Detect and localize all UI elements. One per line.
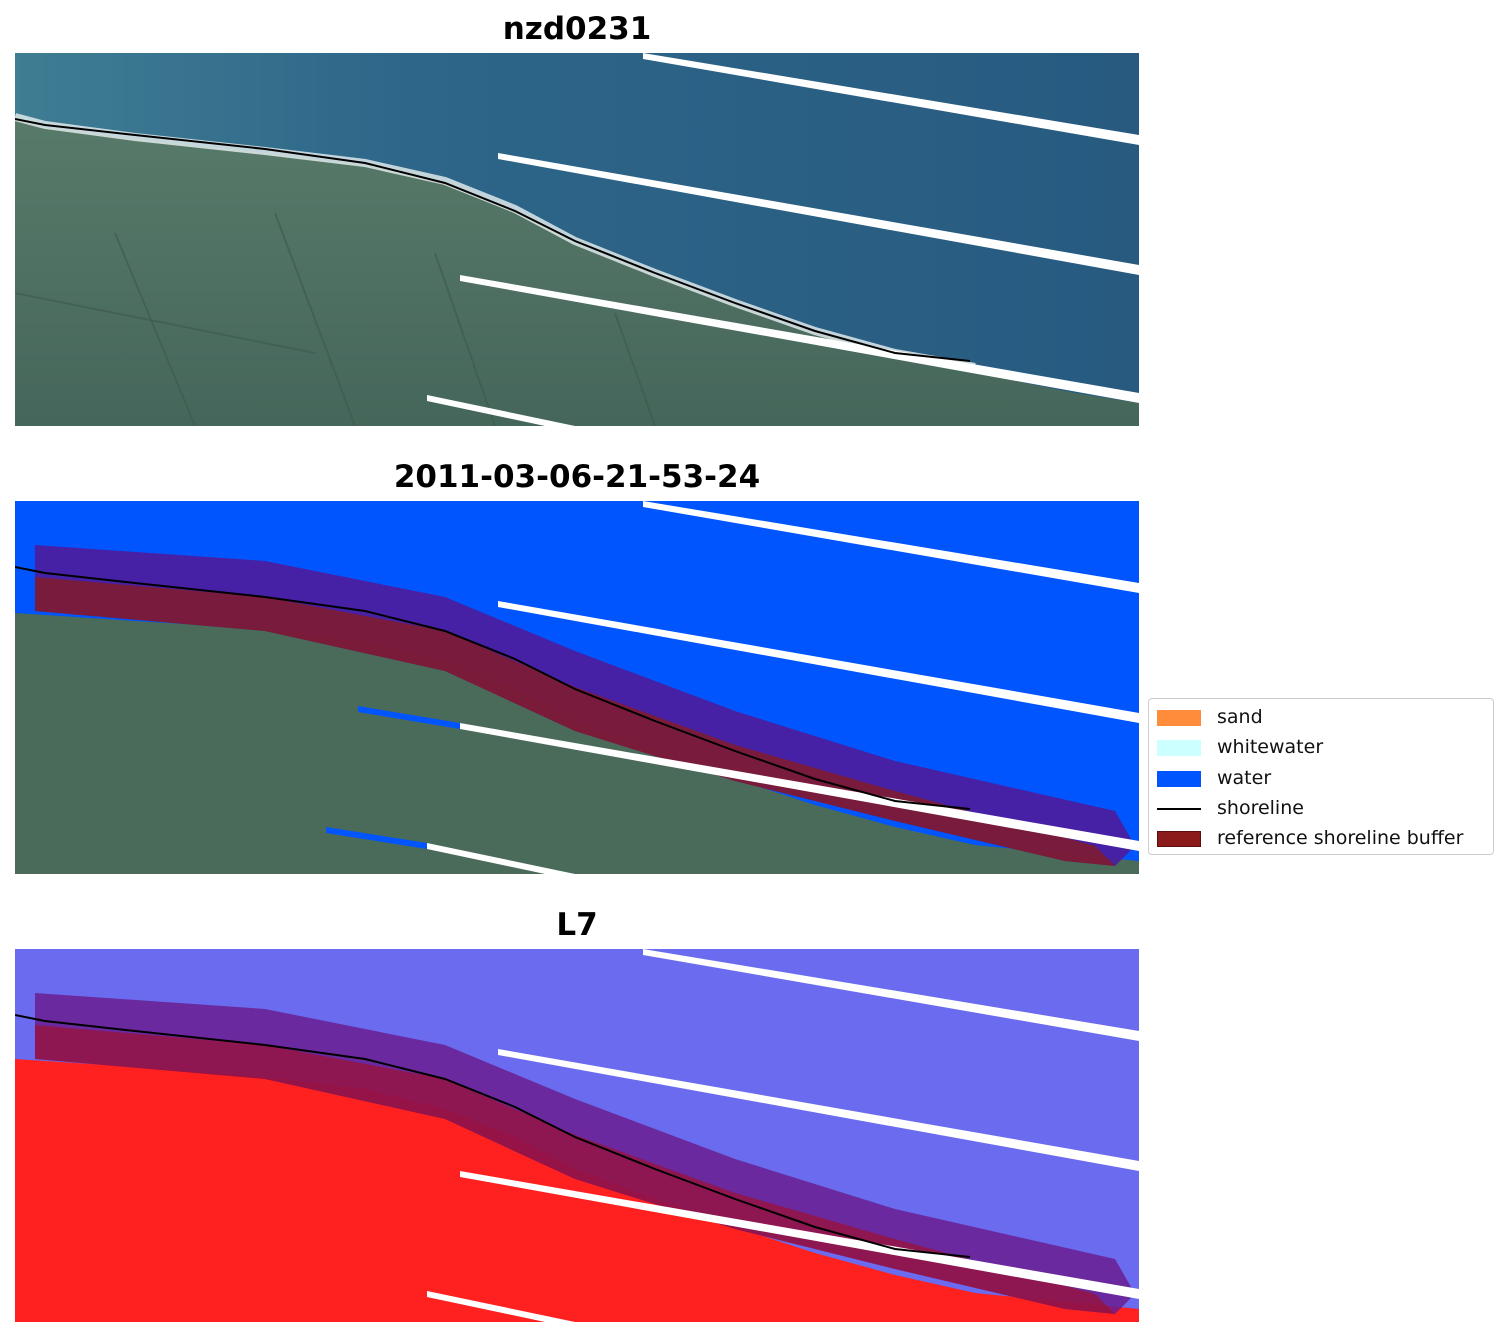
legend-item-water: water [1149,762,1493,792]
rgb-image [15,53,1139,426]
water-swatch [1157,771,1201,787]
classification-panel [15,501,1139,874]
shoreline-line-swatch [1157,808,1201,810]
panel-title-rgb: nzd0231 [502,11,652,47]
panel-title-mndwi: L7 [556,907,598,943]
legend-item-shoreline: shoreline [1149,792,1493,822]
legend-item-sand: sand [1149,701,1493,731]
sand-swatch [1157,710,1201,726]
classification-image [15,501,1139,874]
legend-label-sand: sand [1217,706,1263,728]
rgb-image-panel [15,53,1139,426]
legend: sand whitewater water shoreline referenc… [1148,698,1494,855]
legend-item-whitewater: whitewater [1149,731,1493,761]
mndwi-panel [15,949,1139,1322]
legend-label-water: water [1217,767,1272,789]
legend-item-buffer: reference shoreline buffer [1149,822,1493,852]
whitewater-swatch [1157,740,1201,756]
panel-title-classification: 2011-03-06-21-53-24 [393,459,761,495]
mndwi-image [15,949,1139,1322]
legend-label-whitewater: whitewater [1217,736,1324,758]
legend-label-shoreline: shoreline [1217,797,1304,819]
buffer-swatch [1157,831,1201,847]
legend-label-buffer: reference shoreline buffer [1217,827,1464,849]
